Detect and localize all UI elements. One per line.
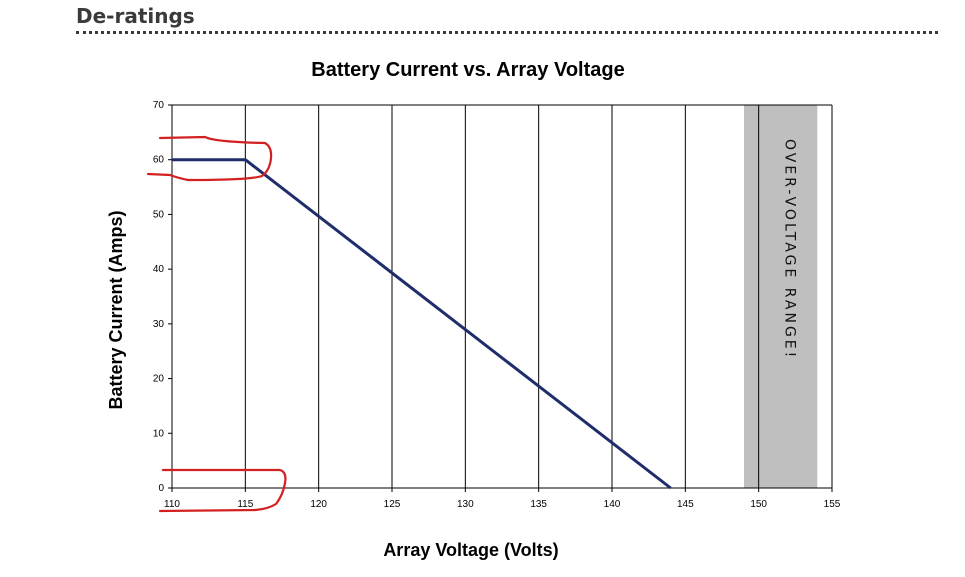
dotted-divider xyxy=(76,31,938,34)
hand-drawn-annotations xyxy=(146,135,287,513)
x-tick-label-135: 135 xyxy=(530,499,547,510)
x-tick-label-125: 125 xyxy=(384,499,401,510)
grid-lines xyxy=(172,104,833,488)
x-tick-label-140: 140 xyxy=(604,499,621,510)
annotation-baseline-bracket xyxy=(158,468,287,513)
x-tick-label-150: 150 xyxy=(750,499,767,510)
over-voltage-band xyxy=(744,105,818,488)
x-tick-label-155: 155 xyxy=(824,499,841,510)
y-tick-label-20: 20 xyxy=(153,374,165,385)
chart-title: Battery Current vs. Array Voltage xyxy=(311,59,624,81)
series-line-0 xyxy=(172,158,672,490)
x-tick-label-130: 130 xyxy=(457,499,474,510)
section-heading: De-ratings xyxy=(76,4,195,28)
y-tick-label-30: 30 xyxy=(153,319,165,330)
annotation-plateau-bracket xyxy=(146,135,273,182)
y-axis-label: Battery Current (Amps) xyxy=(106,210,126,409)
y-tick-label-50: 50 xyxy=(153,209,165,220)
x-axis-label: Array Voltage (Volts) xyxy=(383,540,558,560)
x-tick-label-145: 145 xyxy=(677,499,694,510)
over-voltage-band-group: OVER-VOLTAGE RANGE! xyxy=(744,105,818,488)
axes: 0 10 20 30 40 50 60 70 110 115 120 125 130 135 140 145 1… xyxy=(153,100,841,510)
y-tick-label-70: 70 xyxy=(153,100,165,111)
y-tick-label-40: 40 xyxy=(153,264,165,275)
y-tick-label-60: 60 xyxy=(153,155,165,166)
x-tick-label-110: 110 xyxy=(164,499,180,510)
x-tick-label-120: 120 xyxy=(310,499,327,510)
x-tick-label-115: 115 xyxy=(237,499,253,510)
over-voltage-band-label: OVER-VOLTAGE RANGE! xyxy=(782,139,798,360)
y-tick-label-10: 10 xyxy=(153,428,165,439)
series-layer xyxy=(172,158,672,490)
y-tick-label-0: 0 xyxy=(158,483,164,494)
